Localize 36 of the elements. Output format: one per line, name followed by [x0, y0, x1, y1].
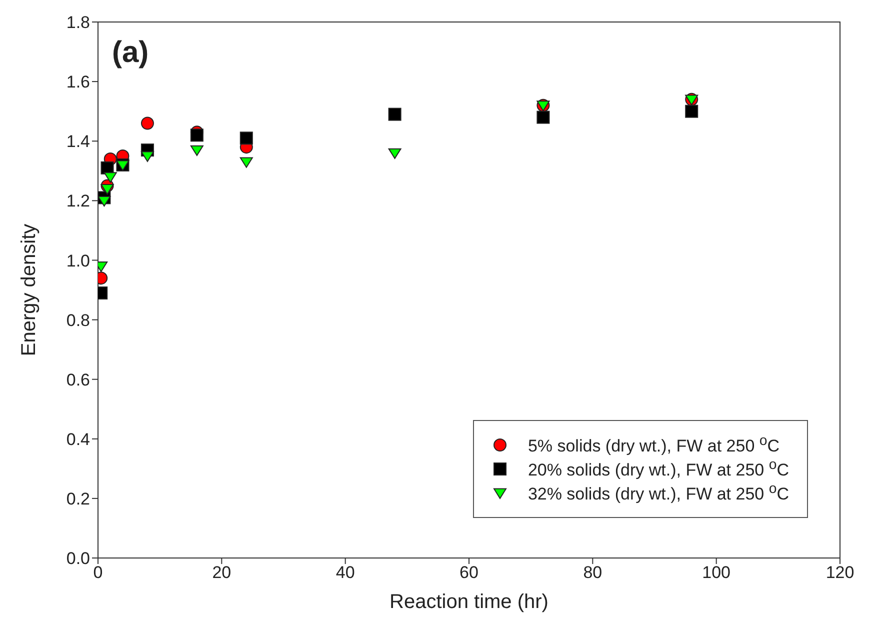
y-tick-label: 1.8 [66, 13, 90, 32]
x-tick-label: 120 [826, 563, 854, 582]
y-tick-label: 0.4 [66, 430, 90, 449]
point [240, 157, 253, 168]
y-tick-label: 1.4 [66, 132, 90, 152]
text: (a) [112, 36, 149, 69]
point [190, 145, 204, 156]
legend-label: 5% solids (dry wt.), FW at 250 $^{o}$C [528, 433, 780, 457]
point [140, 151, 154, 162]
y-tick-label: 1.6 [66, 72, 90, 92]
point [98, 196, 111, 207]
x-tick-label: 60 [460, 563, 478, 582]
y-tick-label: 1.0 [66, 251, 90, 270]
point [240, 132, 253, 145]
point [685, 104, 698, 118]
point [100, 184, 114, 195]
point [388, 148, 402, 159]
point [388, 108, 402, 121]
y-tick-label: 0.8 [66, 310, 90, 330]
x-tick-label: 40 [336, 563, 355, 582]
x-tick-label: 20 [212, 563, 232, 582]
x-tick-label: 80 [583, 563, 602, 582]
y-tick-label: 0.2 [66, 489, 90, 508]
y-axis-title: Energy density [18, 224, 40, 356]
point [190, 128, 204, 142]
y-tick-label: 1.2 [66, 192, 90, 211]
point [140, 116, 154, 130]
legend-label: 32% solids (dry wt.), FW at 250 $^{o}$C [528, 481, 789, 505]
point [536, 110, 550, 124]
x-axis-title: Reaction time (hr) [390, 591, 548, 613]
x-tick-label: 100 [702, 563, 731, 582]
legend-label: 20% solids (dry wt.), FW at 250 $^{o}$C [528, 457, 789, 481]
y-tick-label: 0.0 [66, 549, 90, 568]
y-tick-label: 0.6 [66, 370, 90, 390]
x-tick-label: 0 [93, 563, 103, 582]
point [104, 172, 117, 183]
